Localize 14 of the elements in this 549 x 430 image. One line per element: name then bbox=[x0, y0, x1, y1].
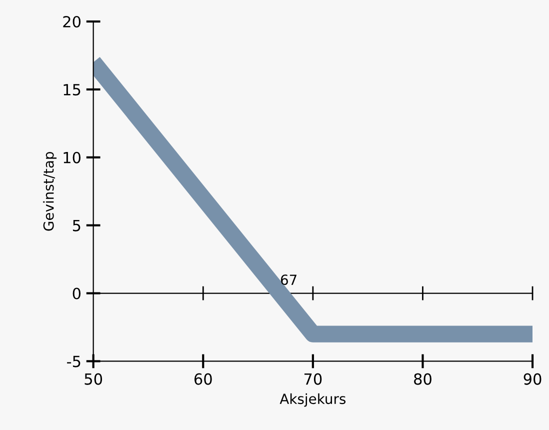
x-tick-label: 60 bbox=[194, 373, 212, 385]
y-axis-title: Gevinst/tap bbox=[43, 152, 57, 231]
y-tick-label: -5 bbox=[67, 356, 80, 368]
x-tick-label: 50 bbox=[84, 373, 102, 385]
y-tick-label: 20 bbox=[63, 16, 81, 28]
y-tick-label: 15 bbox=[64, 84, 80, 96]
x-tick-label: 70 bbox=[304, 373, 322, 385]
y-tick-label: 5 bbox=[72, 220, 80, 232]
annotation: 67 bbox=[280, 274, 296, 286]
y-tick-label: 0 bbox=[72, 288, 81, 300]
x-axis-title: Aksjekurs bbox=[280, 393, 346, 407]
x-tick-label: 80 bbox=[414, 373, 432, 385]
x-tick-label: 90 bbox=[524, 373, 542, 385]
y-tick-label: 10 bbox=[64, 152, 81, 164]
